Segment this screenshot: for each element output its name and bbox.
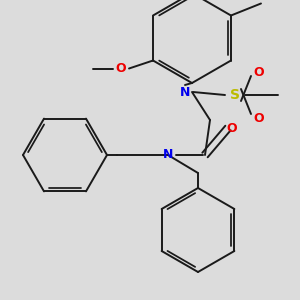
Text: O: O [254, 112, 264, 124]
Text: S: S [230, 88, 240, 102]
Text: O: O [227, 122, 237, 134]
Text: N: N [163, 148, 173, 161]
Text: O: O [116, 62, 126, 75]
Text: N: N [180, 85, 190, 98]
Text: O: O [254, 65, 264, 79]
